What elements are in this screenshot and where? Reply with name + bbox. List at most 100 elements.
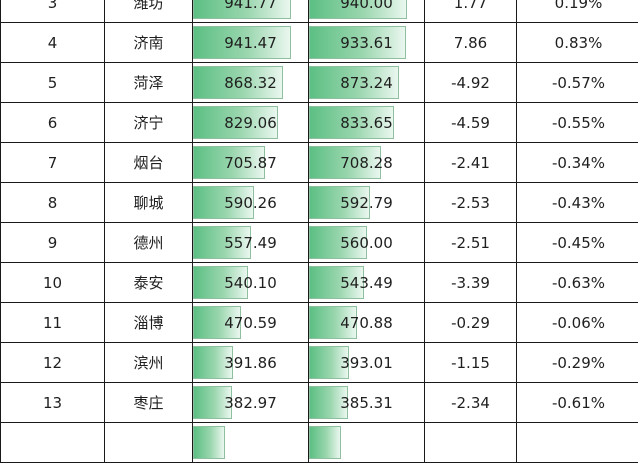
- value-2021-cell: 833.65: [309, 103, 425, 143]
- rank-cell: 3: [1, 0, 105, 23]
- value-2022-cell: 382.97: [193, 383, 309, 423]
- value-2022-cell: [193, 423, 309, 463]
- value-2021-cell-value: 873.24: [309, 74, 424, 92]
- change-cell: -4.59: [425, 103, 517, 143]
- value-2022-cell-value: 391.86: [193, 354, 308, 372]
- value-2022-cell: 941.77: [193, 0, 309, 23]
- value-2022-cell-value: 382.97: [193, 394, 308, 412]
- value-2021-cell-value: 470.88: [309, 314, 424, 332]
- change-percent-cell: -0.63%: [517, 263, 638, 303]
- value-2022-cell: 705.87: [193, 143, 309, 183]
- value-2021-cell-value: 940.00: [309, 0, 424, 12]
- change-cell: -4.92: [425, 63, 517, 103]
- value-2021-cell-value: 393.01: [309, 354, 424, 372]
- rank-cell: 13: [1, 383, 105, 423]
- change-percent-cell: -0.55%: [517, 103, 638, 143]
- value-2021-cell-value: 833.65: [309, 114, 424, 132]
- value-2022-cell-value: 868.32: [193, 74, 308, 92]
- change-percent-cell: -0.61%: [517, 383, 638, 423]
- city-cell: 济南: [105, 23, 193, 63]
- change-percent-cell: 0.83%: [517, 23, 638, 63]
- change-percent-cell: -0.34%: [517, 143, 638, 183]
- value-2021-cell-value: 933.61: [309, 34, 424, 52]
- value-2021-cell-value: 708.28: [309, 154, 424, 172]
- value-2021-cell-value: 560.00: [309, 234, 424, 252]
- table-row: [1, 423, 638, 463]
- city-cell: 德州: [105, 223, 193, 263]
- rank-cell: 10: [1, 263, 105, 303]
- change-percent-cell: -0.29%: [517, 343, 638, 383]
- rank-cell: [1, 423, 105, 463]
- change-percent-cell: -0.06%: [517, 303, 638, 343]
- rank-cell: 7: [1, 143, 105, 183]
- city-cell: 烟台: [105, 143, 193, 183]
- rank-cell: 4: [1, 23, 105, 63]
- change-cell: 1.77: [425, 0, 517, 23]
- value-2021-cell-value: 385.31: [309, 394, 424, 412]
- change-cell: -3.39: [425, 263, 517, 303]
- rank-cell: 12: [1, 343, 105, 383]
- city-cell: 潍坊: [105, 0, 193, 23]
- value-2022-cell-value: 941.77: [193, 0, 308, 12]
- city-cell: 枣庄: [105, 383, 193, 423]
- change-percent-cell: -0.57%: [517, 63, 638, 103]
- value-2021-cell: 385.31: [309, 383, 425, 423]
- value-2022-cell-data-bar: [193, 426, 225, 459]
- change-percent-cell: -0.45%: [517, 223, 638, 263]
- change-cell: -2.53: [425, 183, 517, 223]
- value-2022-cell-value: 705.87: [193, 154, 308, 172]
- change-cell: -2.34: [425, 383, 517, 423]
- change-cell: 7.86: [425, 23, 517, 63]
- rank-cell: 11: [1, 303, 105, 343]
- value-2021-cell: 592.79: [309, 183, 425, 223]
- value-2021-cell: 940.00: [309, 0, 425, 23]
- value-2022-cell-value: 557.49: [193, 234, 308, 252]
- value-2022-cell-value: 941.47: [193, 34, 308, 52]
- city-cell: 滨州: [105, 343, 193, 383]
- city-cell: 菏泽: [105, 63, 193, 103]
- change-cell: -2.41: [425, 143, 517, 183]
- value-2021-cell: [309, 423, 425, 463]
- rank-cell: 9: [1, 223, 105, 263]
- value-2021-cell: 470.88: [309, 303, 425, 343]
- value-2021-cell: 543.49: [309, 263, 425, 303]
- change-cell: -0.29: [425, 303, 517, 343]
- rank-cell: 8: [1, 183, 105, 223]
- value-2022-cell: 557.49: [193, 223, 309, 263]
- city-cell: 聊城: [105, 183, 193, 223]
- value-2021-cell: 560.00: [309, 223, 425, 263]
- value-2022-cell: 590.26: [193, 183, 309, 223]
- value-2021-cell: 933.61: [309, 23, 425, 63]
- change-cell: -2.51: [425, 223, 517, 263]
- change-cell: -1.15: [425, 343, 517, 383]
- change-percent-cell: 0.19%: [517, 0, 638, 23]
- rank-cell: 5: [1, 63, 105, 103]
- value-2022-cell-value: 470.59: [193, 314, 308, 332]
- rank-cell: 6: [1, 103, 105, 143]
- value-2021-cell: 393.01: [309, 343, 425, 383]
- value-2022-cell: 470.59: [193, 303, 309, 343]
- value-2022-cell: 540.10: [193, 263, 309, 303]
- value-2022-cell: 391.86: [193, 343, 309, 383]
- value-2022-cell-value: 540.10: [193, 274, 308, 292]
- change-percent-cell: -0.43%: [517, 183, 638, 223]
- city-cell: 济宁: [105, 103, 193, 143]
- value-2021-cell-data-bar: [309, 426, 341, 459]
- city-cell: [105, 423, 193, 463]
- value-2022-cell: 868.32: [193, 63, 309, 103]
- value-2022-cell-value: 829.06: [193, 114, 308, 132]
